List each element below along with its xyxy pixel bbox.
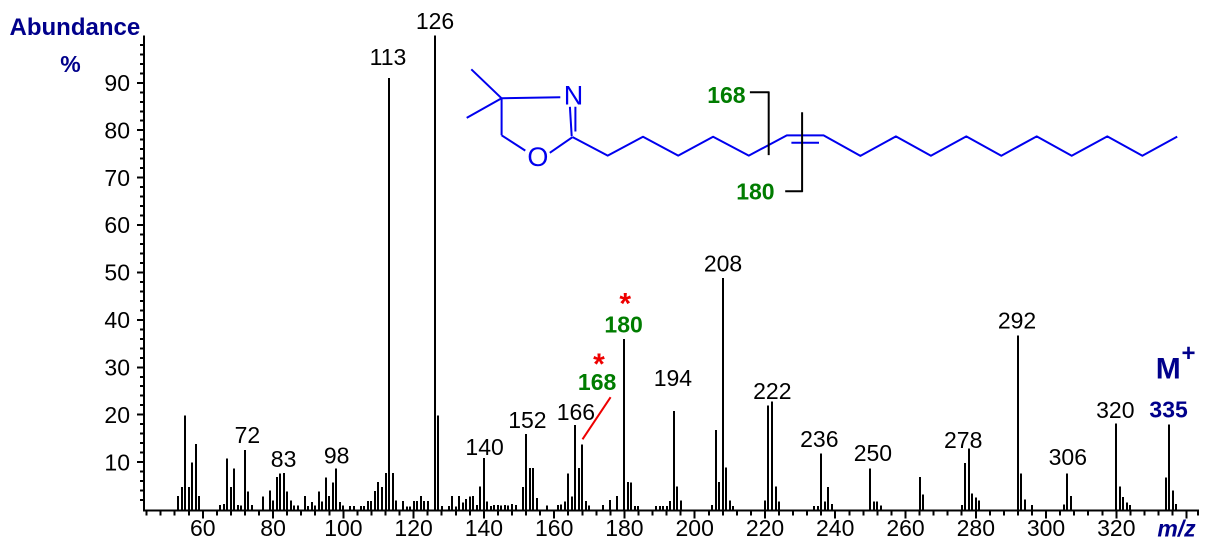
svg-text:292: 292 [998,308,1036,334]
svg-text:M: M [1156,353,1181,386]
svg-text:50: 50 [104,260,130,286]
svg-text:140: 140 [465,515,503,541]
svg-text:126: 126 [416,8,454,34]
svg-text:*: * [593,348,605,381]
svg-text:250: 250 [854,440,892,466]
svg-text:300: 300 [1027,515,1065,541]
svg-text:N: N [564,81,584,111]
svg-text:220: 220 [746,515,784,541]
svg-text:72: 72 [235,422,261,448]
svg-text:83: 83 [271,446,297,472]
svg-text:98: 98 [324,443,350,469]
svg-text:80: 80 [104,117,130,143]
svg-text:*: * [619,288,631,321]
svg-text:160: 160 [535,515,573,541]
svg-text:222: 222 [753,378,791,404]
svg-text:208: 208 [704,250,742,276]
svg-text:60: 60 [104,212,130,238]
svg-text:+: + [1182,340,1196,367]
svg-text:278: 278 [944,427,982,453]
svg-text:20: 20 [104,402,130,428]
svg-text:O: O [527,142,548,172]
svg-text:306: 306 [1049,444,1087,470]
svg-text:280: 280 [957,515,995,541]
svg-text:166: 166 [557,399,595,425]
svg-text:140: 140 [465,434,503,460]
svg-text:70: 70 [104,165,130,191]
svg-text:168: 168 [707,82,746,108]
svg-text:100: 100 [324,515,362,541]
svg-text:194: 194 [654,365,693,391]
svg-text:60: 60 [190,515,216,541]
svg-text:200: 200 [676,515,714,541]
svg-text:152: 152 [508,407,546,433]
svg-text:113: 113 [370,44,407,70]
svg-text:120: 120 [394,515,432,541]
svg-text:320: 320 [1097,515,1135,541]
svg-text:%: % [60,51,80,77]
svg-text:40: 40 [104,307,130,333]
svg-text:180: 180 [605,515,643,541]
svg-text:320: 320 [1096,397,1134,423]
svg-text:260: 260 [886,515,924,541]
svg-text:90: 90 [104,70,130,96]
svg-text:240: 240 [816,515,854,541]
svg-text:236: 236 [800,426,838,452]
svg-text:30: 30 [104,355,130,381]
svg-text:10: 10 [104,449,130,475]
svg-text:Abundance: Abundance [10,14,141,41]
svg-text:335: 335 [1149,397,1188,423]
svg-text:168: 168 [578,369,617,395]
svg-text:m/z: m/z [1157,516,1196,542]
svg-text:180: 180 [604,312,642,338]
svg-text:80: 80 [260,515,286,541]
svg-text:180: 180 [736,178,774,204]
